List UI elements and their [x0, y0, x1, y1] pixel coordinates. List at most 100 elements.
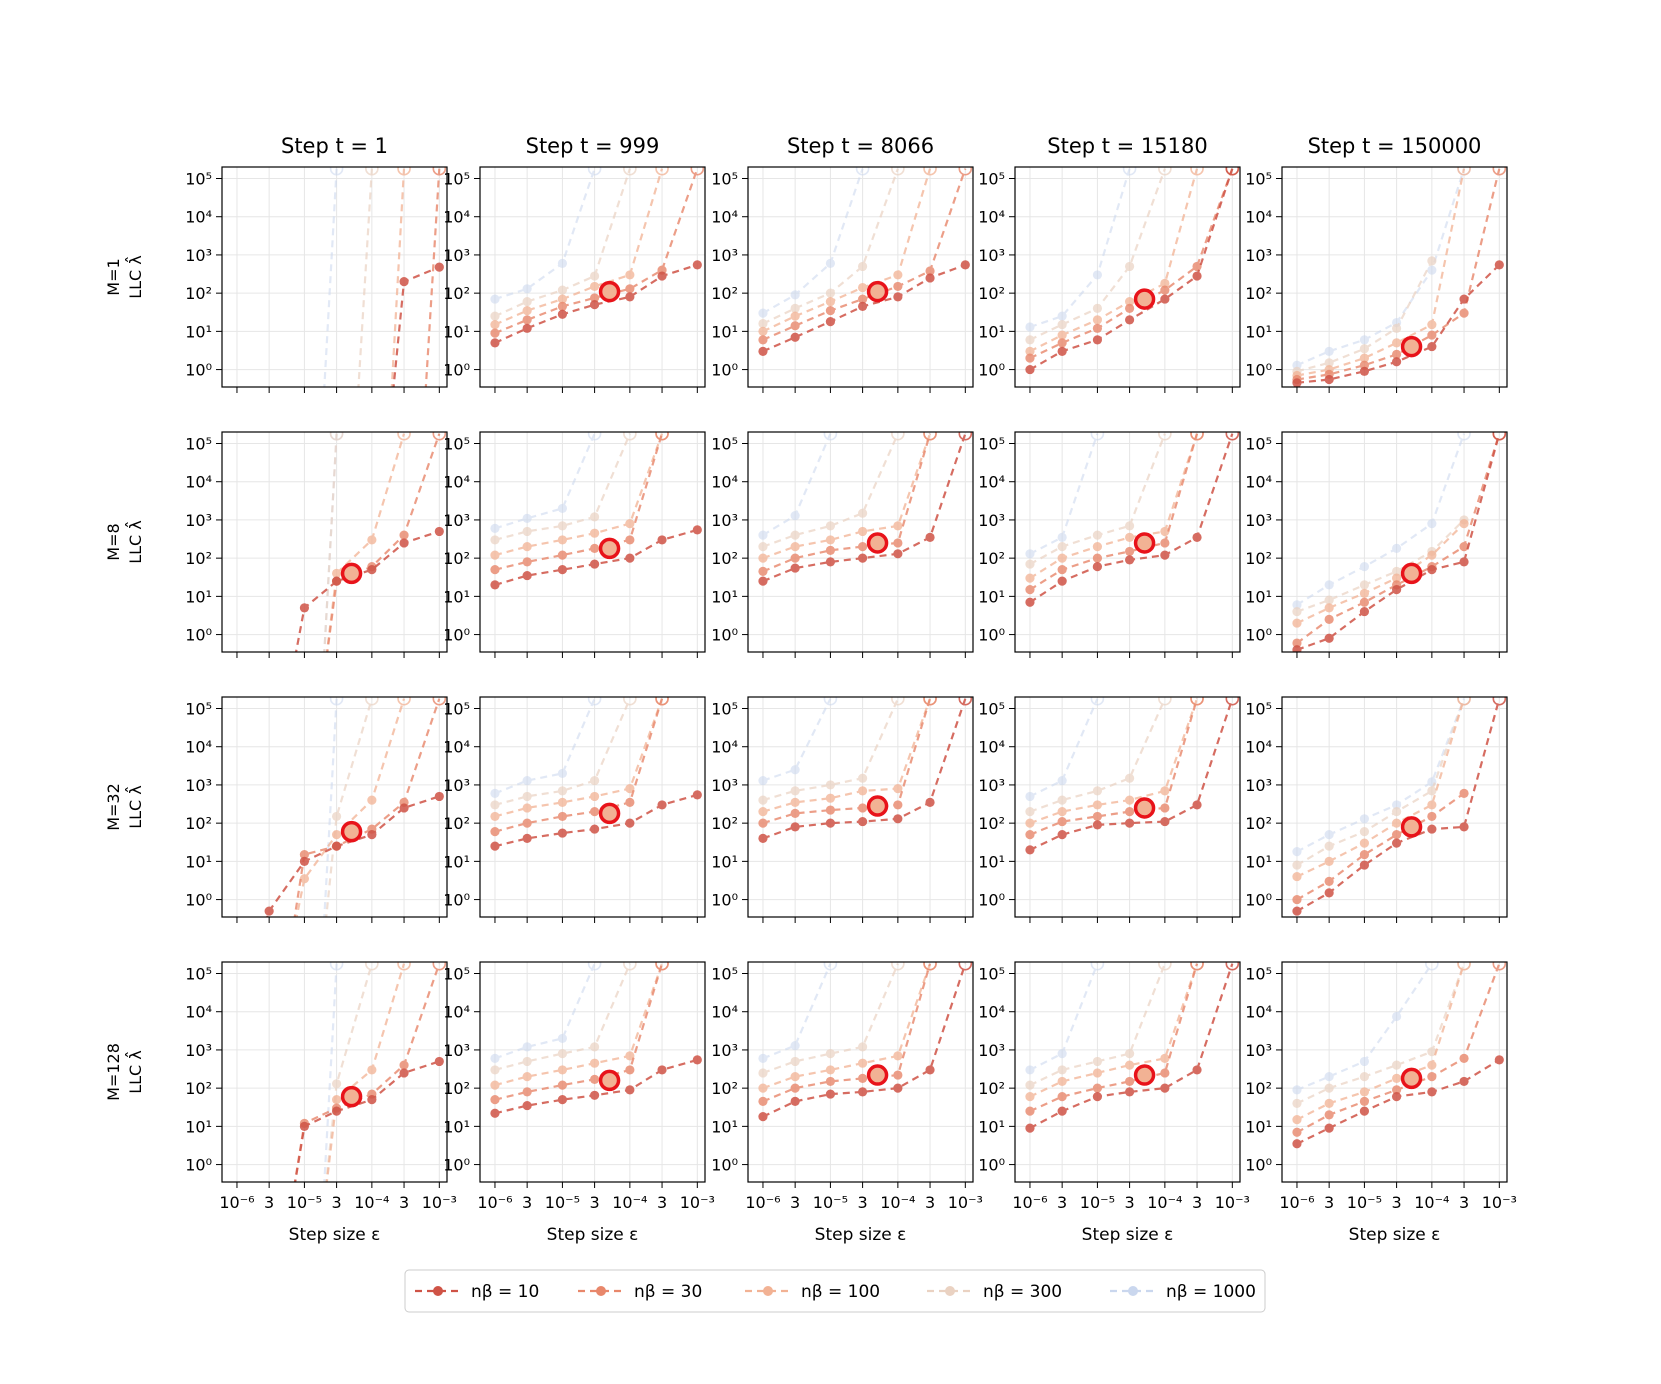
- data-point: [1324, 633, 1334, 643]
- data-point: [1124, 1049, 1135, 1059]
- diverged-marker: [1158, 167, 1172, 176]
- y-tick-label: 10¹: [1245, 587, 1272, 606]
- data-point: [1292, 638, 1302, 648]
- data-point: [1359, 827, 1370, 837]
- data-point: [1459, 557, 1469, 567]
- data-point: [1092, 270, 1103, 280]
- data-point: [434, 526, 444, 537]
- data-point: [557, 1033, 568, 1044]
- series-4: [490, 167, 602, 304]
- diverged-marker: [891, 167, 905, 176]
- selected-marker: [1133, 288, 1156, 310]
- data-point: [1324, 595, 1334, 605]
- column-title: Step t = 999: [526, 134, 660, 158]
- data-point: [893, 538, 903, 548]
- y-tick-label: 10³: [711, 511, 738, 530]
- x-tick-label: 10⁻⁵: [813, 1193, 848, 1212]
- data-point: [1057, 346, 1067, 356]
- y-tick-label: 10⁰: [443, 361, 470, 380]
- panel-plot-area: [323, 167, 447, 387]
- data-point: [557, 521, 568, 531]
- data-point: [893, 800, 903, 810]
- panel-r2-c2: 10⁰ 10¹ 10² 10³ 10⁴ 10⁵: [711, 696, 974, 923]
- series-4: [323, 962, 344, 1182]
- data-point: [790, 1083, 800, 1093]
- diverged-marker: [923, 697, 937, 706]
- data-point: [1057, 816, 1067, 827]
- data-point: [657, 800, 667, 810]
- panel-r1-c1: 10⁰ 10¹ 10² 10³ 10⁴ 10⁵: [443, 431, 706, 658]
- series-line: [1296, 168, 1466, 377]
- data-point: [1025, 364, 1035, 375]
- data-point: [264, 906, 274, 916]
- data-point: [1459, 308, 1469, 318]
- selected-marker: [866, 1064, 889, 1086]
- data-point: [1160, 538, 1170, 548]
- data-point: [522, 775, 532, 786]
- series-line: [1296, 522, 1465, 625]
- series-line: [1296, 519, 1465, 613]
- data-point: [557, 535, 568, 545]
- data-point: [825, 288, 836, 298]
- data-point: [490, 580, 500, 590]
- y-tick-label: 10³: [185, 511, 212, 530]
- data-point: [1092, 786, 1103, 796]
- data-point: [625, 292, 635, 302]
- data-point: [522, 803, 532, 813]
- panel-grid-lines: [480, 962, 705, 1182]
- y-tick-label: 10²: [443, 284, 470, 303]
- diverged-marker: [690, 167, 705, 176]
- x-tick-label: 10⁻⁴: [880, 1193, 915, 1212]
- selected-marker: [866, 280, 889, 303]
- y-tick-label: 10⁰: [711, 361, 738, 380]
- series-0: [1292, 432, 1507, 652]
- data-point: [857, 1087, 868, 1097]
- data-point: [589, 271, 600, 281]
- y-tick-label: 10⁵: [978, 965, 1005, 984]
- data-point: [1124, 261, 1135, 272]
- data-point: [625, 797, 635, 807]
- panel-plot-area: [1292, 167, 1507, 387]
- data-point: [1092, 315, 1103, 325]
- data-point: [557, 309, 568, 319]
- panel-plot-area: [293, 962, 447, 1182]
- panel-frame: [1281, 696, 1508, 918]
- x-tick-label: 3: [1392, 1193, 1402, 1212]
- diverged-marker: [1190, 962, 1204, 971]
- series-3: [490, 432, 637, 545]
- data-point: [1359, 838, 1370, 848]
- data-point: [299, 603, 310, 613]
- data-point: [522, 513, 532, 523]
- diverged-marker: [1457, 432, 1471, 441]
- diverged-marker: [923, 962, 937, 971]
- y-tick-label: 10¹: [185, 1117, 212, 1136]
- legend-item: nβ = 10: [415, 1282, 539, 1302]
- data-point: [557, 294, 568, 304]
- data-point: [1459, 1076, 1469, 1087]
- y-tick-label: 10¹: [443, 1117, 470, 1136]
- series-2: [295, 697, 411, 917]
- y-tick-label: 10²: [711, 284, 738, 303]
- data-point: [625, 535, 635, 545]
- series-line: [323, 433, 338, 652]
- data-point: [1459, 542, 1469, 552]
- y-axis-label: LLC λ̂: [125, 1050, 145, 1094]
- data-point: [825, 317, 836, 327]
- data-point: [1057, 565, 1067, 575]
- series-2: [390, 167, 411, 387]
- diverged-marker: [587, 962, 602, 971]
- series-line: [323, 698, 338, 917]
- panel-frame: [747, 431, 974, 653]
- y-tick-label: 10¹: [443, 322, 470, 341]
- panel-frame: [747, 166, 974, 388]
- data-point: [522, 297, 532, 307]
- data-point: [1359, 366, 1370, 376]
- panel-plot-area: [1292, 432, 1507, 652]
- data-point: [893, 784, 903, 794]
- diverged-marker: [823, 432, 838, 441]
- data-point: [893, 1070, 903, 1080]
- y-tick-label: 10¹: [978, 852, 1005, 871]
- data-point: [758, 553, 768, 563]
- data-point: [1092, 800, 1103, 810]
- data-point: [399, 803, 409, 813]
